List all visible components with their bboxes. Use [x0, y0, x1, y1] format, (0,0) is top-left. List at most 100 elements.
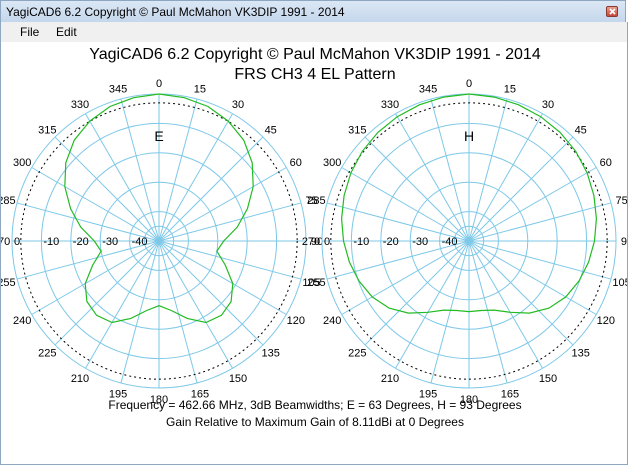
- angle-label: 150: [229, 373, 247, 385]
- grid-spoke: [158, 136, 264, 242]
- angle-label: 180: [460, 394, 478, 406]
- pattern-trace: [64, 93, 254, 324]
- window-title: YagiCAD6 6.2 Copyright © Paul McMahon VK…: [6, 5, 345, 19]
- grid-ring: [439, 211, 499, 271]
- grid-spoke: [395, 113, 470, 242]
- angle-label: 165: [501, 389, 519, 401]
- angle-label: 165: [191, 389, 209, 401]
- grid-spoke: [158, 113, 233, 242]
- grid-spoke: [468, 240, 612, 280]
- grid-spoke: [54, 136, 160, 242]
- angle-label: 270: [1, 236, 10, 248]
- grid-spoke: [158, 167, 287, 242]
- angle-label: 60: [600, 157, 612, 169]
- angle-label: 30: [232, 99, 244, 111]
- grid-spoke: [468, 136, 574, 242]
- angle-label: 225: [348, 348, 366, 360]
- grid-spoke: [364, 240, 470, 346]
- menu-file[interactable]: File: [20, 25, 40, 39]
- grid-spoke: [468, 167, 597, 242]
- angle-label: 15: [194, 83, 206, 95]
- polar-plots: 0 153045607590105120135150165180195210225…: [1, 78, 627, 406]
- grid-spoke: [120, 240, 160, 384]
- grid-spoke: [468, 240, 543, 369]
- angle-label: 210: [381, 373, 399, 385]
- angle-label: 60: [290, 157, 302, 169]
- radial-label: 0: [14, 236, 20, 248]
- grid-spoke: [158, 240, 287, 315]
- grid-spoke: [85, 113, 160, 242]
- grid-ring: [40, 122, 278, 360]
- grid-ring: [380, 152, 558, 330]
- grid-spoke: [158, 202, 302, 242]
- angle-label: 120: [287, 315, 305, 327]
- grid-spoke: [16, 240, 160, 280]
- grid-spoke: [364, 136, 470, 242]
- grid-ring: [70, 152, 248, 330]
- angle-label: 0: [156, 78, 162, 90]
- angle-label: 330: [381, 99, 399, 111]
- angle-label: 210: [71, 373, 89, 385]
- angle-label: 105: [302, 277, 320, 289]
- minus3db-ring: [330, 102, 608, 380]
- radial-label: -40: [132, 236, 148, 248]
- grid-spoke: [85, 240, 160, 369]
- pattern-trace: [340, 93, 598, 314]
- menu-edit[interactable]: Edit: [56, 25, 77, 39]
- angle-label: 345: [419, 83, 437, 95]
- plot-title: YagiCAD6 6.2 Copyright © Paul McMahon VK…: [89, 46, 541, 63]
- grid-ring: [99, 181, 219, 301]
- grid-spoke: [158, 240, 302, 280]
- grid-spoke: [430, 98, 470, 242]
- plot-canvas: YagiCAD6 6.2 Copyright © Paul McMahon VK…: [0, 42, 628, 465]
- grid-ring: [409, 181, 529, 301]
- grid-ring: [350, 122, 588, 360]
- angle-label: 45: [265, 124, 277, 136]
- plane-label: H: [464, 128, 474, 144]
- radial-label: 0: [324, 236, 330, 248]
- angle-label: 180: [150, 394, 168, 406]
- angle-label: 75: [615, 195, 627, 207]
- grid-spoke: [395, 240, 470, 369]
- angle-label: 300: [323, 157, 341, 169]
- radial-label: -30: [412, 236, 428, 248]
- angle-label: 90: [621, 236, 627, 248]
- radial-label: -20: [383, 236, 399, 248]
- angle-label: 345: [109, 83, 127, 95]
- radial-label: -40: [442, 236, 458, 248]
- angle-label: 225: [38, 348, 56, 360]
- angle-label: 135: [262, 348, 280, 360]
- angle-label: 0: [466, 78, 472, 90]
- angle-label: 315: [38, 124, 56, 136]
- menu-bar: File Edit: [0, 22, 628, 42]
- grid-spoke: [158, 98, 198, 242]
- angle-label: 195: [419, 389, 437, 401]
- angle-label: 255: [307, 277, 325, 289]
- angle-label: 255: [1, 277, 16, 289]
- angle-label: 195: [109, 389, 127, 401]
- grid-ring: [453, 225, 485, 257]
- close-icon[interactable]: [606, 6, 618, 17]
- angle-label: 135: [572, 348, 590, 360]
- grid-spoke: [326, 202, 470, 242]
- grid-spoke: [31, 167, 160, 242]
- footer-gain: Gain Relative to Maximum Gain of 8.11dBi…: [166, 415, 464, 429]
- radial-label: -30: [102, 236, 118, 248]
- title-bar: YagiCAD6 6.2 Copyright © Paul McMahon VK…: [0, 0, 626, 22]
- grid-spoke: [468, 202, 612, 242]
- grid-spoke: [158, 240, 233, 369]
- radial-label: -10: [43, 236, 59, 248]
- grid-spoke: [158, 240, 198, 384]
- grid-spoke: [158, 240, 264, 346]
- grid-spoke: [326, 240, 470, 280]
- angle-label: 285: [1, 195, 16, 207]
- angle-label: 240: [323, 315, 341, 327]
- grid-ring: [143, 225, 175, 257]
- angle-label: 270: [302, 236, 320, 248]
- angle-label: 45: [575, 124, 587, 136]
- grid-spoke: [16, 202, 160, 242]
- angle-label: 120: [597, 315, 615, 327]
- angle-label: 15: [504, 83, 516, 95]
- angle-label: 315: [348, 124, 366, 136]
- grid-spoke: [31, 240, 160, 315]
